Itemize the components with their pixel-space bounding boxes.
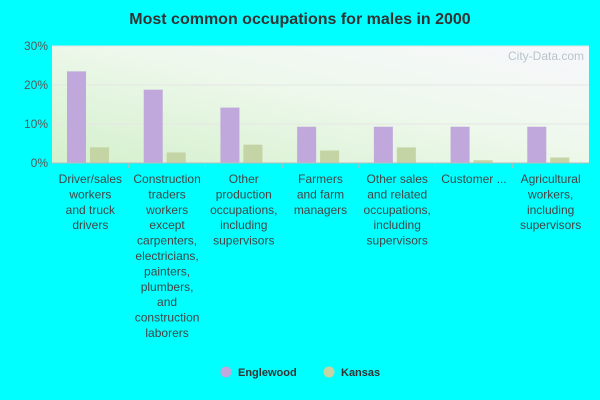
- chart-title: Most common occupations for males in 200…: [129, 11, 471, 28]
- bar-englewood-6: [527, 126, 547, 163]
- bar-englewood-2: [220, 107, 240, 163]
- legend-swatch-kansas: [323, 366, 335, 378]
- legend-label-englewood: Englewood: [238, 367, 297, 379]
- legend-swatch-englewood: [220, 366, 232, 378]
- x-category-label: Customer ...: [441, 172, 506, 186]
- plot-area: [52, 46, 589, 163]
- bar-englewood-5: [450, 126, 470, 163]
- bar-kansas-4: [396, 147, 416, 163]
- y-tick-label: 0%: [31, 156, 49, 170]
- bar-kansas-6: [550, 157, 570, 163]
- x-category-label: Other sales and related occupations, includ…: [364, 172, 431, 248]
- bar-englewood-1: [143, 89, 163, 163]
- bars-group: [67, 71, 570, 163]
- legend: Englewood Kansas: [220, 366, 380, 379]
- bar-kansas-5: [473, 160, 493, 163]
- y-tick-label: 20%: [24, 78, 48, 92]
- x-category-label: Construction traders workers except carpente…: [133, 172, 200, 340]
- bar-englewood-4: [373, 126, 393, 163]
- bar-englewood-3: [297, 126, 317, 163]
- bar-kansas-3: [320, 150, 340, 163]
- y-tick-label: 30%: [24, 39, 48, 53]
- y-axis-ticks: 0% 10% 20% 30%: [24, 39, 48, 170]
- x-category-label: Other production occupations, including supe…: [210, 172, 277, 248]
- watermark-text: City-Data.com: [508, 49, 584, 63]
- x-category-label: Farmers and farm managers: [294, 172, 347, 217]
- bar-kansas-1: [166, 152, 186, 163]
- bar-kansas-0: [90, 147, 109, 163]
- x-category-label: Driver/sales workers and truck drivers: [59, 172, 122, 232]
- bar-englewood-0: [67, 71, 86, 163]
- y-tick-label: 10%: [24, 117, 48, 131]
- x-axis-labels: Driver/sales workers and truck driversConst…: [59, 163, 581, 340]
- x-category-label: Agricultural workers, including supervisors: [520, 172, 581, 232]
- bar-kansas-2: [243, 144, 263, 163]
- legend-label-kansas: Kansas: [341, 367, 380, 379]
